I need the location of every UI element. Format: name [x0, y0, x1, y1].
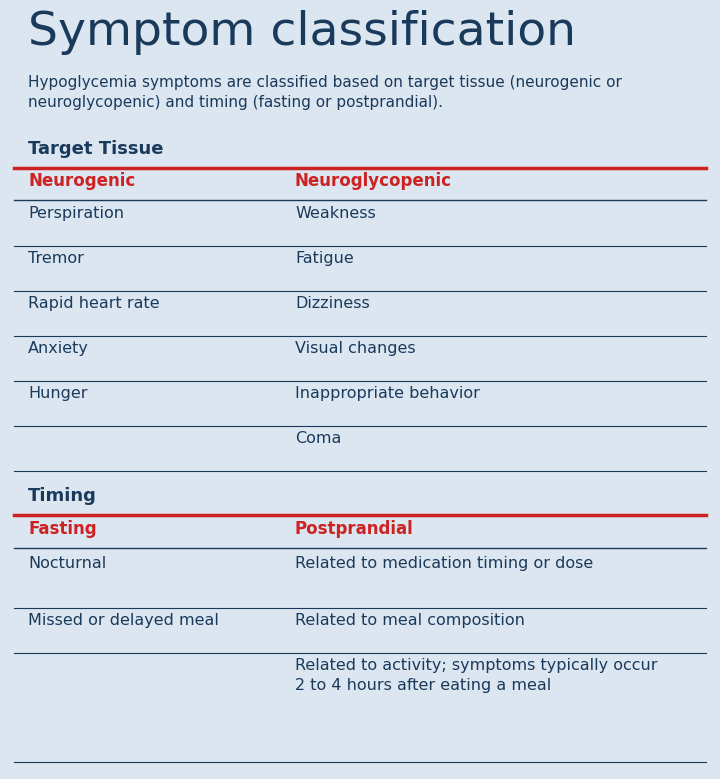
Text: Coma: Coma — [295, 431, 341, 446]
Text: Perspiration: Perspiration — [28, 206, 124, 221]
Text: Inappropriate behavior: Inappropriate behavior — [295, 386, 480, 401]
Text: Related to meal composition: Related to meal composition — [295, 613, 525, 628]
Text: Hypoglycemia symptoms are classified based on target tissue (neurogenic or
neuro: Hypoglycemia symptoms are classified bas… — [28, 75, 622, 110]
Text: Neurogenic: Neurogenic — [28, 172, 135, 190]
Text: Tremor: Tremor — [28, 251, 84, 266]
Text: Nocturnal: Nocturnal — [28, 556, 107, 571]
Text: Anxiety: Anxiety — [28, 341, 89, 356]
Text: Related to medication timing or dose: Related to medication timing or dose — [295, 556, 593, 571]
Text: Fasting: Fasting — [28, 520, 96, 538]
Text: Fatigue: Fatigue — [295, 251, 354, 266]
Text: Neuroglycopenic: Neuroglycopenic — [295, 172, 452, 190]
Text: Hunger: Hunger — [28, 386, 88, 401]
Text: Related to activity; symptoms typically occur
2 to 4 hours after eating a meal: Related to activity; symptoms typically … — [295, 658, 657, 693]
Text: Weakness: Weakness — [295, 206, 376, 221]
Text: Target Tissue: Target Tissue — [28, 140, 163, 158]
Text: Missed or delayed meal: Missed or delayed meal — [28, 613, 219, 628]
Text: Dizziness: Dizziness — [295, 296, 370, 311]
Text: Rapid heart rate: Rapid heart rate — [28, 296, 160, 311]
Text: Symptom classification: Symptom classification — [28, 10, 576, 55]
Text: Timing: Timing — [28, 487, 97, 505]
Text: Visual changes: Visual changes — [295, 341, 415, 356]
Text: Postprandial: Postprandial — [295, 520, 414, 538]
